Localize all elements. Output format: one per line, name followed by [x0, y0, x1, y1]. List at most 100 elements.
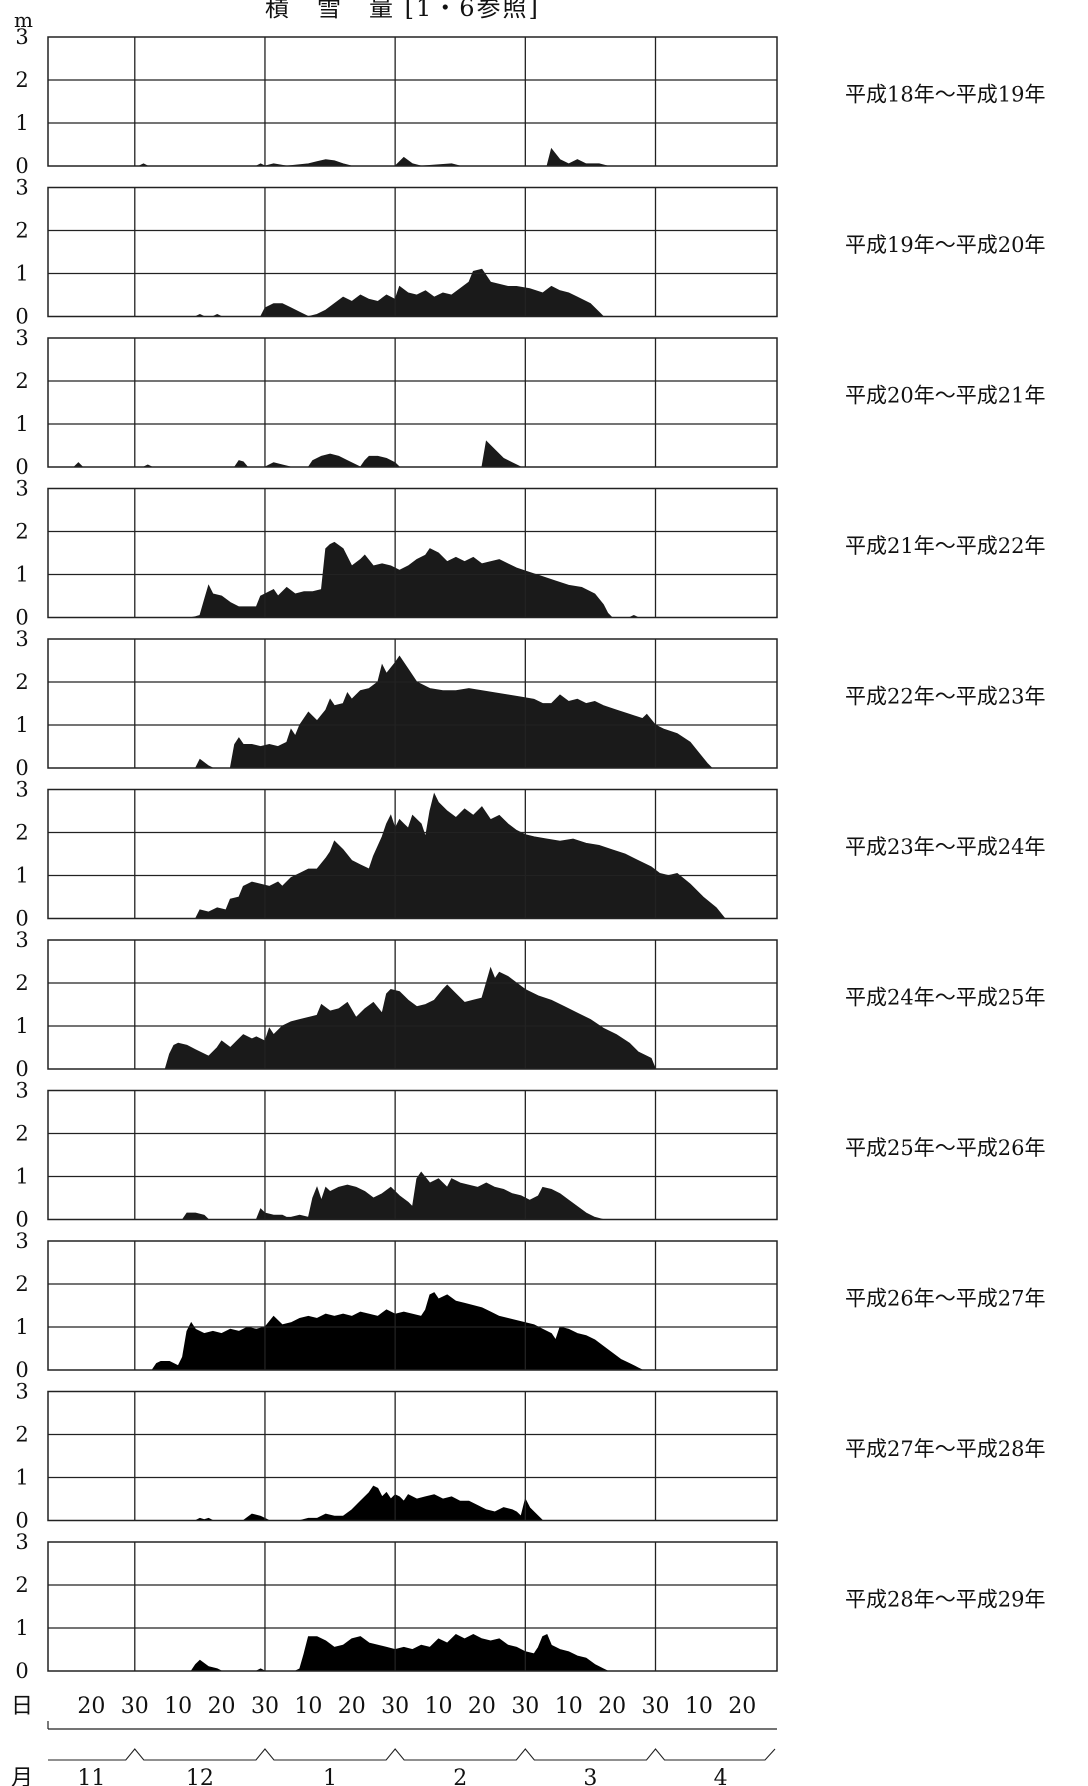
y-tick-label: 2 [15, 520, 28, 544]
y-tick-label: 0 [15, 1057, 28, 1081]
panel-frame [47, 638, 778, 769]
y-tick-label: 0 [15, 1208, 28, 1232]
panel-period-label: 平成25年～平成26年 [845, 1136, 1045, 1160]
snow-depth-area [195, 268, 605, 317]
y-tick-label: 0 [15, 154, 28, 178]
y-tick-label: 1 [15, 1616, 28, 1640]
x-tick-label: 10 [164, 1694, 192, 1719]
y-tick-label: 3 [15, 1079, 28, 1103]
panel-period-label: 平成21年～平成22年 [845, 534, 1045, 558]
snow-depth-area [138, 147, 608, 167]
y-tick-label: 0 [15, 305, 28, 329]
x-tick-label: 10 [685, 1694, 713, 1719]
x-tick-label: 30 [642, 1694, 670, 1719]
y-tick-label: 1 [15, 111, 28, 135]
panel-period-label: 平成18年～平成19年 [845, 83, 1045, 107]
y-tick-label: 2 [15, 68, 28, 92]
panel-frame [47, 186, 778, 318]
y-tick-label: 0 [15, 1358, 28, 1382]
y-axis-unit: m [14, 8, 33, 32]
y-tick-label: 0 [15, 756, 28, 780]
x-tick-label: 20 [728, 1694, 756, 1719]
y-tick-label: 3 [15, 326, 28, 350]
y-tick-label: 1 [15, 864, 28, 888]
y-tick-label: 2 [15, 1573, 28, 1597]
panel-period-label: 平成28年～平成29年 [845, 1588, 1045, 1612]
y-tick-label: 3 [15, 176, 28, 200]
x-tick-label: 30 [251, 1694, 279, 1719]
panel-frame [47, 1541, 778, 1672]
y-tick-label: 3 [15, 477, 28, 501]
x-tick-label: 10 [425, 1694, 453, 1719]
y-tick-label: 3 [15, 928, 28, 952]
month-label: 1 [323, 1766, 337, 1786]
y-tick-label: 0 [15, 907, 28, 931]
panel-frame [47, 36, 778, 167]
snow-depth-area [195, 1485, 544, 1521]
y-tick-label: 1 [15, 412, 28, 436]
y-tick-label: 1 [15, 1165, 28, 1189]
panel-period-label: 平成22年～平成23年 [845, 685, 1045, 709]
y-tick-label: 3 [15, 778, 28, 802]
y-tick-label: 3 [15, 25, 28, 49]
snow-depth-area [151, 1292, 643, 1371]
day-axis-label: 日 [11, 1694, 33, 1719]
x-tick-label: 20 [468, 1694, 496, 1719]
x-tick-label: 20 [77, 1694, 105, 1719]
x-tick-label: 20 [208, 1694, 236, 1719]
panel-frame [47, 1390, 778, 1522]
snow-depth-area [190, 1633, 608, 1672]
panel-period-label: 平成19年～平成20年 [845, 233, 1045, 257]
snow-depth-area [73, 440, 522, 468]
y-tick-label: 2 [15, 369, 28, 393]
chart-title: 積 雪 量 [1・6参照] [265, 0, 540, 22]
y-tick-label: 2 [15, 219, 28, 243]
month-bracket-line [48, 1748, 776, 1761]
y-tick-label: 2 [15, 1272, 28, 1296]
y-tick-label: 1 [15, 1014, 28, 1038]
y-tick-label: 2 [15, 1423, 28, 1447]
snow-depth-area [181, 1171, 604, 1220]
y-tick-label: 1 [15, 713, 28, 737]
panel-frame [47, 1089, 778, 1221]
snow-depth-area [194, 792, 726, 919]
panel-frame [47, 487, 778, 619]
month-label: 12 [186, 1766, 214, 1786]
panel-frame [47, 337, 778, 468]
y-tick-label: 2 [15, 821, 28, 845]
y-tick-label: 2 [15, 1122, 28, 1146]
y-tick-label: 3 [15, 627, 28, 651]
x-tick-label: 30 [381, 1694, 409, 1719]
x-tick-label: 20 [598, 1694, 626, 1719]
x-tick-label: 30 [121, 1694, 149, 1719]
month-label: 2 [453, 1766, 467, 1786]
snow-depth-area [194, 655, 713, 769]
x-tick-label: 30 [511, 1694, 539, 1719]
y-tick-label: 2 [15, 670, 28, 694]
panel-frame [47, 1240, 778, 1371]
y-tick-label: 2 [15, 971, 28, 995]
y-tick-label: 1 [15, 262, 28, 286]
month-label: 3 [583, 1766, 597, 1786]
month-axis-label: 月 [11, 1766, 33, 1786]
y-tick-label: 1 [15, 1315, 28, 1339]
y-tick-label: 0 [15, 1509, 28, 1533]
month-label: 11 [77, 1766, 105, 1786]
y-tick-label: 1 [15, 563, 28, 587]
x-tick-label: 20 [338, 1694, 366, 1719]
panel-period-label: 平成27年～平成28年 [845, 1437, 1045, 1461]
y-tick-label: 0 [15, 1659, 28, 1683]
y-tick-label: 1 [15, 1466, 28, 1490]
panel-period-label: 平成24年～平成25年 [845, 986, 1045, 1010]
panel-period-label: 平成20年～平成21年 [845, 384, 1045, 408]
y-tick-label: 3 [15, 1380, 28, 1404]
y-tick-label: 3 [15, 1530, 28, 1554]
panel-frame [47, 788, 778, 920]
y-tick-label: 0 [15, 455, 28, 479]
panel-period-label: 平成26年～平成27年 [845, 1287, 1045, 1311]
x-tick-label: 10 [294, 1694, 322, 1719]
y-tick-label: 0 [15, 606, 28, 630]
panel-frame [47, 939, 778, 1070]
snow-depth-area [164, 966, 657, 1070]
